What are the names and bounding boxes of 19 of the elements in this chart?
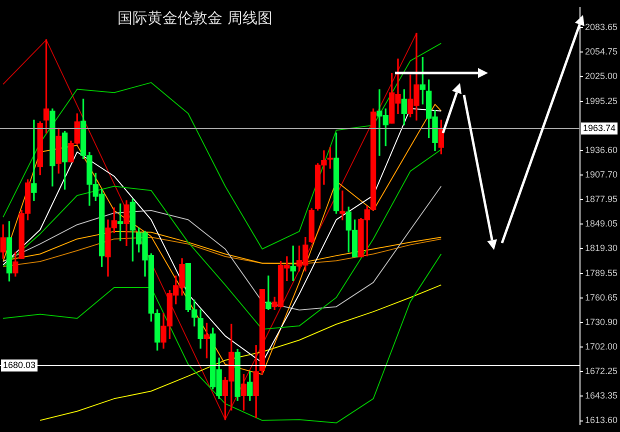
y-tick-label: 2054.75	[585, 46, 618, 56]
y-tick-label: 2083.65	[585, 22, 618, 32]
y-tick-label: 1936.60	[585, 145, 618, 156]
ref-line-label: 1680.03	[3, 360, 36, 370]
y-tick-label: 1702.00	[585, 341, 618, 352]
y-tick-label: 1907.70	[585, 169, 618, 180]
y-tick-label: 1849.05	[585, 218, 618, 228]
y-tick-label: 1819.30	[585, 243, 618, 254]
y-tick-label: 1877.95	[585, 194, 618, 204]
y-tick-label: 1789.55	[585, 268, 618, 278]
y-tick-label: 2025.00	[585, 71, 618, 82]
y-tick-label: 1672.25	[585, 366, 618, 376]
y-tick-label: 1995.25	[585, 96, 618, 106]
y-tick-label: 1613.60	[585, 415, 618, 426]
y-tick-label: 1760.65	[585, 292, 618, 302]
y-tick-label: 1730.90	[585, 317, 618, 328]
ref-line-label: 1963.74	[583, 122, 616, 133]
chart-title: 国际黄金伦敦金 周线图	[118, 8, 272, 27]
y-tick-label: 1643.35	[585, 390, 618, 400]
